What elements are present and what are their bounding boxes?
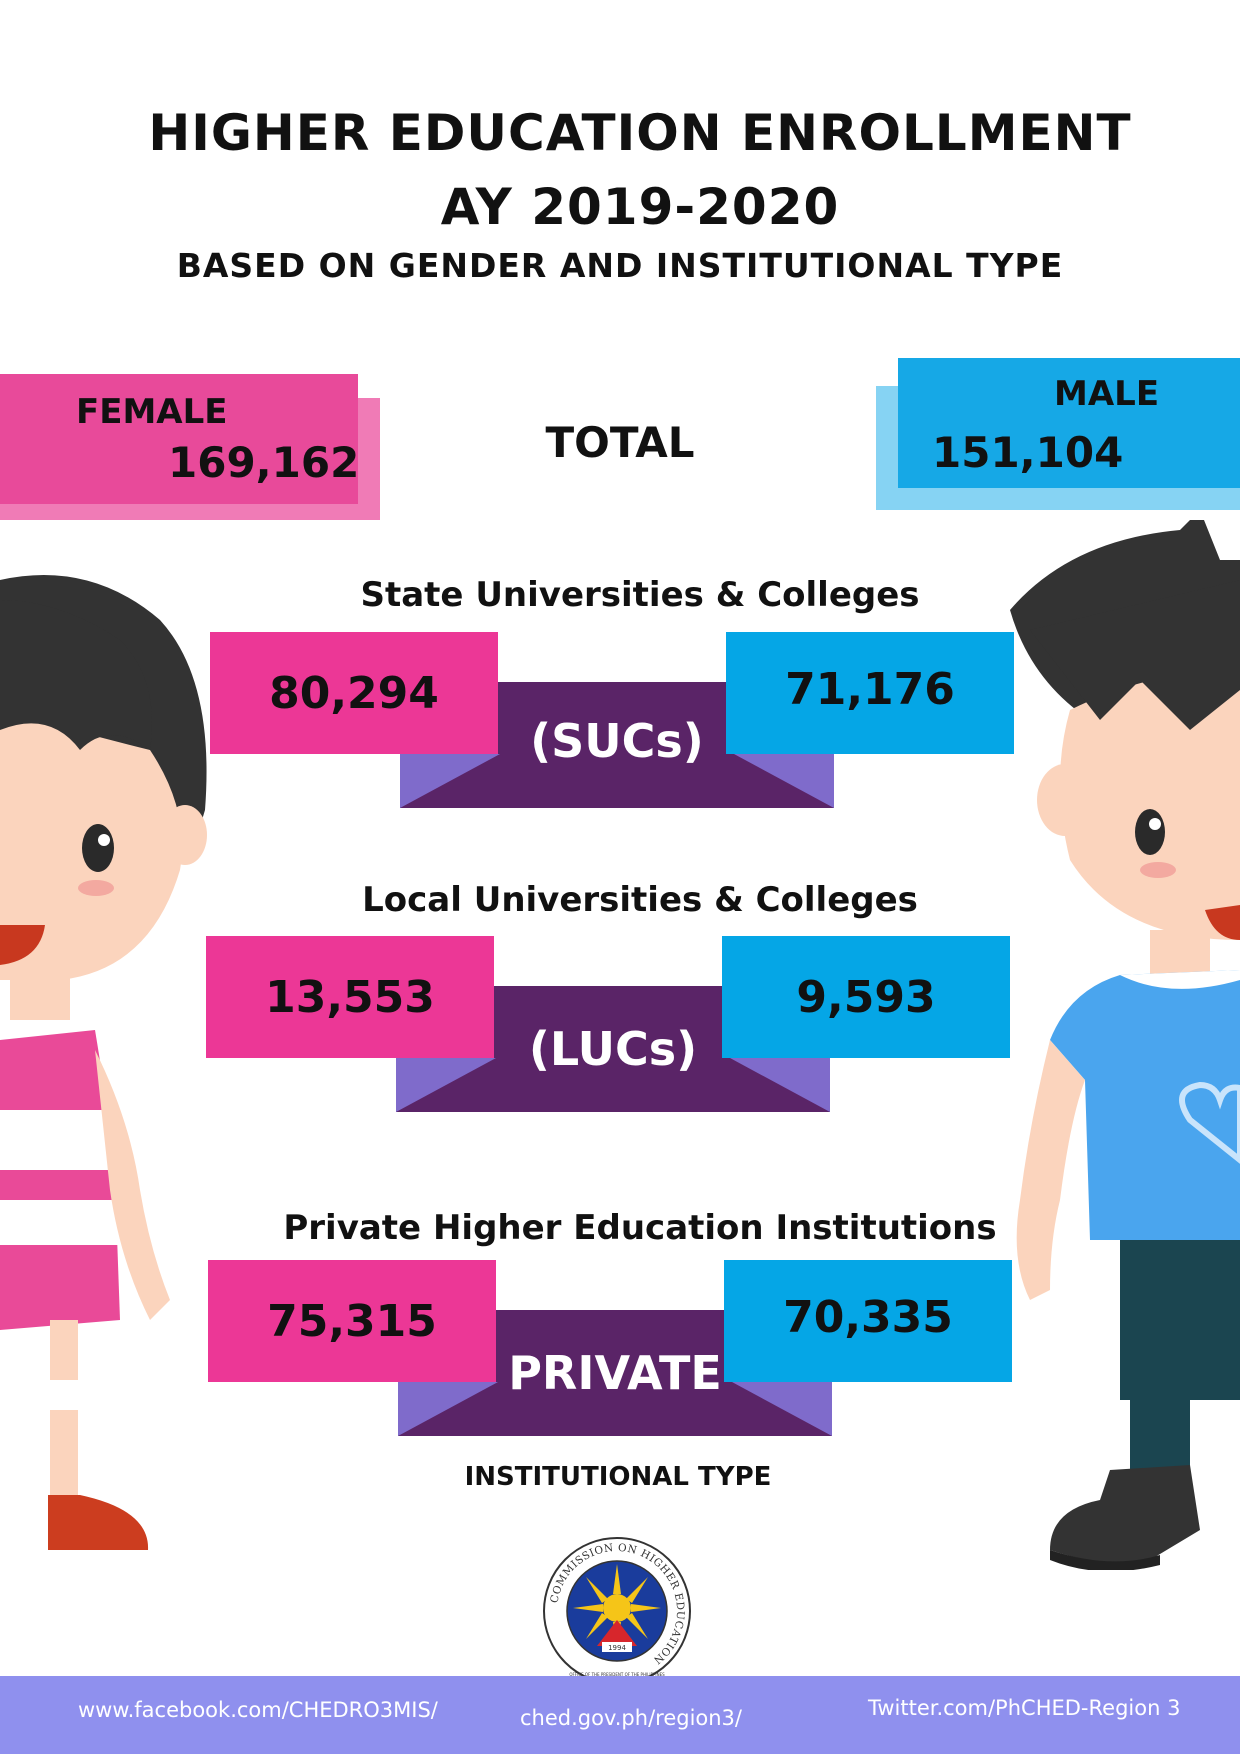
twitter-link[interactable]: Twitter.com/PhCHED-Region 3 [868, 1696, 1181, 1720]
luc-female-box: 13,553 [206, 936, 494, 1058]
ched-seal-logo: 1994 COMMISSION ON HIGHER EDUCATION OFFI… [542, 1536, 692, 1686]
private-tag: PRIVATE [508, 1346, 722, 1400]
luc-female-value: 13,553 [265, 972, 435, 1023]
male-label: MALE [1054, 374, 1160, 414]
private-female-value: 75,315 [267, 1296, 437, 1347]
suc-male-value: 71,176 [785, 664, 955, 715]
luc-male-box: 9,593 [722, 936, 1010, 1058]
page-subtitle: BASED ON GENDER AND INSTITUTIONAL TYPE [176, 246, 1064, 285]
private-male-box: 70,335 [724, 1260, 1012, 1382]
male-total-value: 151,104 [932, 428, 1124, 477]
seal-bottom-text: OFFICE OF THE PRESIDENT OF THE PHILIPPIN… [569, 1672, 665, 1677]
female-label: FEMALE [76, 392, 228, 432]
private-female-box: 75,315 [208, 1260, 496, 1382]
private-male-value: 70,335 [783, 1292, 953, 1343]
luc-tag: (LUCs) [528, 1022, 698, 1076]
page-title: HIGHER EDUCATION ENROLLMENT [148, 104, 1132, 162]
girl-illustration [0, 560, 220, 1570]
luc-male-value: 9,593 [796, 972, 936, 1023]
luc-heading: Local Universities & Colleges [362, 880, 918, 920]
suc-heading: State Universities & Colleges [360, 575, 920, 615]
male-total-box: MALE 151,104 [898, 358, 1240, 488]
total-label: TOTAL [545, 418, 695, 467]
website-link[interactable]: ched.gov.ph/region3/ [520, 1706, 742, 1730]
boy-illustration [1010, 520, 1240, 1570]
suc-tag: (SUCs) [530, 714, 704, 768]
suc-female-value: 80,294 [269, 668, 439, 719]
academic-year: AY 2019-2020 [440, 178, 840, 236]
suc-female-box: 80,294 [210, 632, 498, 754]
private-heading: Private Higher Education Institutions [283, 1208, 997, 1248]
institutional-type-caption: INSTITUTIONAL TYPE [464, 1462, 772, 1492]
seal-year: 1994 [608, 1644, 626, 1652]
footer-bar: www.facebook.com/CHEDRO3MIS/ ched.gov.ph… [0, 1676, 1240, 1754]
facebook-link[interactable]: www.facebook.com/CHEDRO3MIS/ [78, 1698, 438, 1722]
female-total-box: FEMALE 169,162 [0, 374, 360, 504]
suc-male-box: 71,176 [726, 632, 1014, 754]
female-total-value: 169,162 [168, 438, 360, 487]
